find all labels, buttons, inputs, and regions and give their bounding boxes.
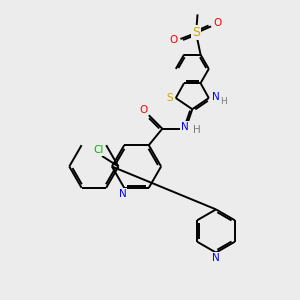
- Text: N: N: [212, 253, 220, 263]
- Text: Cl: Cl: [93, 145, 103, 155]
- Text: O: O: [139, 105, 148, 115]
- Text: O: O: [170, 35, 178, 46]
- Text: H: H: [220, 97, 227, 106]
- Text: N: N: [212, 92, 219, 101]
- Text: S: S: [166, 93, 172, 103]
- Text: O: O: [214, 18, 222, 28]
- Text: N: N: [119, 189, 127, 199]
- Text: N: N: [181, 122, 189, 132]
- Text: S: S: [192, 26, 200, 40]
- Text: H: H: [193, 125, 201, 135]
